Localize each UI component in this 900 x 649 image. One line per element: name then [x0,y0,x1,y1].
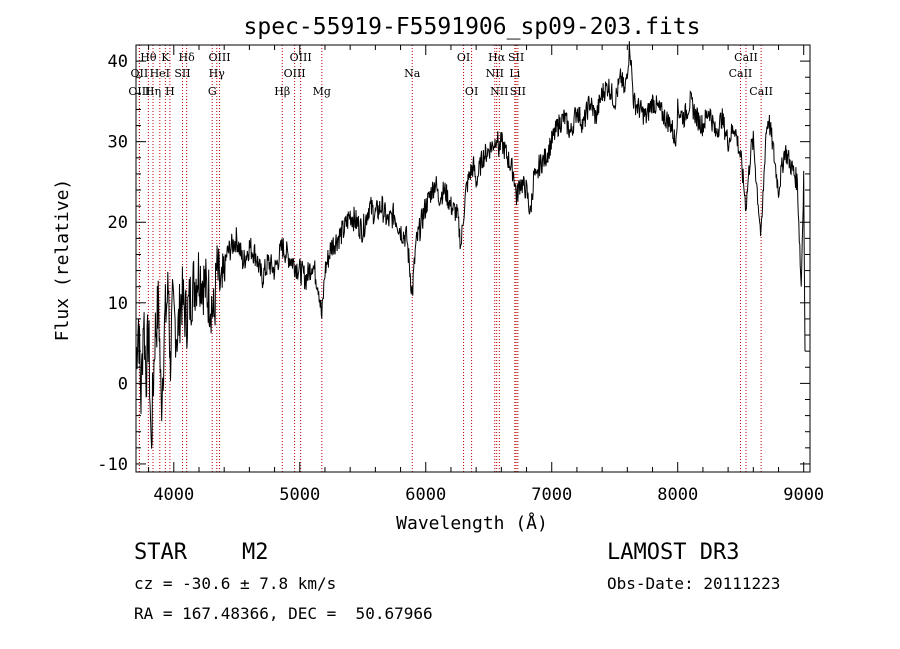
line-label-CaII: CaII [734,51,758,64]
spectral-line-markers [138,45,762,472]
line-label-Hβ: Hβ [274,85,290,98]
line-label-Hθ: Hθ [140,51,157,64]
line-label-OIII: OIII [128,85,150,98]
spectrum-line [135,41,806,449]
line-label-OII: OII [131,67,149,80]
y-tick-label: 40 [108,52,128,72]
y-axis-label: Flux (relative) [52,179,73,342]
chart-title: spec-55919-F5591906_sp09-203.fits [244,14,701,40]
object-class: STAR [134,540,187,565]
x-tick-label: 6000 [405,485,446,505]
line-label-OI: OI [457,51,470,64]
y-tick-label: 20 [108,213,128,233]
line-label-Na: Na [404,67,421,80]
line-labels: Hθ OII OIII K HeI Hη SII H Hδ OIII Hγ G OIII OIII Hβ Mg… [128,51,773,98]
x-tick-label: 5000 [279,485,320,505]
y-tick-label: 30 [108,133,128,153]
line-label-Li: Li [509,67,520,80]
line-label-OIII: OIII [208,51,230,64]
y-tick-label: 10 [108,294,128,314]
x-tick-label: 7000 [531,485,572,505]
survey-name: LAMOST DR3 [607,540,740,565]
spectrum-series [135,41,806,449]
line-label-NII: NII [490,85,508,98]
object-subclass: M2 [242,540,269,565]
x-tick-label: 4000 [153,485,194,505]
line-label-G: G [208,85,217,98]
line-label-OIII: OIII [290,51,312,64]
line-label-K: K [161,51,170,64]
line-label-NII: NII [486,67,504,80]
redshift-value: cz = -30.6 ± 7.8 km/s [134,574,337,593]
line-label-CaII: CaII [729,67,753,80]
line-label-H: H [165,85,175,98]
coordinates: RA = 167.48366, DEC = 50.67966 [134,604,433,623]
line-label-OI: OI [465,85,478,98]
line-label-HeI: HeI [150,67,170,80]
y-tick-label: 0 [118,374,128,394]
line-label-Hγ: Hγ [209,67,226,80]
line-label-SII: SII [508,51,524,64]
x-tick-label: 9000 [783,485,824,505]
y-tick-label: -10 [97,455,128,475]
line-label-Hη: Hη [145,85,161,98]
line-label-Mg: Mg [313,85,331,98]
line-label-Hδ: Hδ [179,51,196,64]
observation-date: Obs-Date: 20111223 [607,574,781,593]
line-label-OIII: OIII [284,67,306,80]
x-axis-label: Wavelength (Å) [396,512,548,534]
x-tick-label: 8000 [657,485,698,505]
axis-ticks: 4000 5000 6000 7000 8000 9000 -10 0 10 20 30 40 [97,44,824,505]
line-label-Hα: Hα [488,51,506,64]
line-label-SII: SII [510,85,526,98]
plot-frame [135,44,811,473]
line-label-SII: SII [174,67,190,80]
line-label-CaII: CaII [749,85,773,98]
